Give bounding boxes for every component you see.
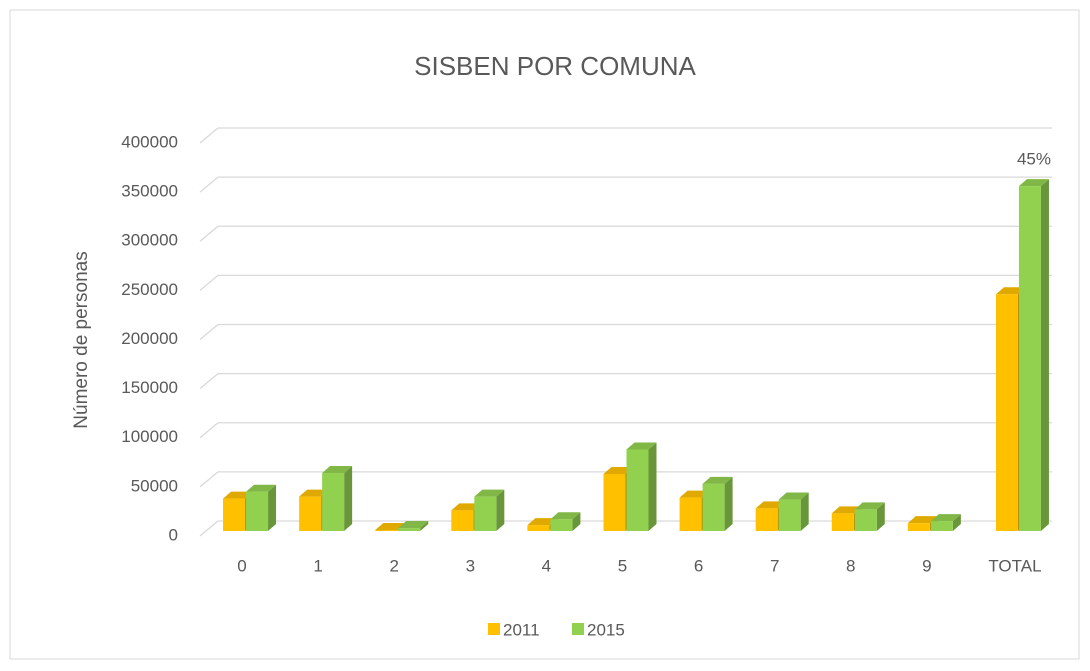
bar bbox=[451, 510, 474, 531]
bar bbox=[474, 496, 497, 531]
bar-top bbox=[778, 492, 809, 500]
bar bbox=[907, 523, 930, 531]
grid-line-stub bbox=[199, 324, 219, 340]
bar-top bbox=[626, 442, 657, 450]
bar bbox=[995, 294, 1018, 531]
legend-swatch bbox=[488, 623, 500, 635]
bar-top bbox=[474, 489, 505, 497]
bar-top bbox=[930, 514, 961, 522]
bar-top bbox=[831, 506, 862, 514]
bar bbox=[299, 496, 322, 531]
x-tick-label: 0 bbox=[237, 556, 246, 575]
chart-title: SISBEN POR COMUNA bbox=[414, 51, 696, 81]
bar bbox=[755, 508, 778, 531]
x-tick-label: 8 bbox=[846, 556, 855, 575]
bar-top bbox=[398, 521, 429, 529]
bar bbox=[375, 530, 398, 531]
legend-label: 2011 bbox=[503, 620, 540, 639]
y-tick-label: 300000 bbox=[121, 231, 178, 250]
bar-side bbox=[800, 492, 809, 531]
bar-top bbox=[1018, 179, 1049, 187]
bar-top bbox=[679, 490, 710, 498]
bar bbox=[223, 498, 246, 531]
bar-top bbox=[603, 467, 634, 475]
x-tick-label: 5 bbox=[618, 556, 627, 575]
bar-side bbox=[496, 489, 505, 531]
bar-top bbox=[246, 484, 277, 492]
bar-side bbox=[268, 484, 277, 531]
grid-line-stub bbox=[199, 373, 219, 390]
bar bbox=[831, 513, 854, 531]
bar bbox=[679, 497, 702, 531]
legend-label: 2015 bbox=[587, 620, 625, 639]
grid-line-stub bbox=[199, 422, 219, 439]
y-tick-label: 400000 bbox=[121, 132, 178, 151]
grid-line-stub bbox=[199, 274, 219, 291]
bar-side bbox=[1040, 179, 1049, 531]
bar-top bbox=[451, 503, 482, 511]
bar-top bbox=[995, 287, 1026, 295]
bar bbox=[1018, 186, 1041, 531]
bar-side bbox=[876, 502, 885, 531]
x-tick-label: 7 bbox=[770, 556, 779, 575]
bar bbox=[626, 449, 649, 531]
bar-side bbox=[724, 476, 733, 531]
bar-side bbox=[648, 442, 657, 531]
chart-frame bbox=[9, 9, 1080, 660]
bar bbox=[778, 499, 801, 531]
grid-line-stub bbox=[199, 225, 219, 242]
bar-top bbox=[702, 476, 733, 484]
bar-top bbox=[322, 466, 353, 474]
bar-side bbox=[420, 521, 429, 531]
bar-top bbox=[223, 491, 254, 499]
grid-line-stub bbox=[199, 176, 219, 193]
grid-line-stub bbox=[199, 471, 219, 488]
y-tick-label: 0 bbox=[169, 525, 178, 544]
bar-top bbox=[527, 518, 558, 526]
legend-swatch bbox=[572, 623, 584, 635]
x-tick-label: 6 bbox=[694, 556, 703, 575]
bar bbox=[550, 519, 573, 531]
x-tick-label: 1 bbox=[313, 556, 322, 575]
bar bbox=[854, 509, 877, 531]
grid-line-stub bbox=[199, 520, 219, 537]
bar bbox=[603, 474, 626, 531]
y-tick-label: 150000 bbox=[121, 378, 178, 397]
bar-top bbox=[755, 501, 786, 509]
bar-side bbox=[344, 466, 353, 531]
bar bbox=[322, 473, 345, 531]
x-tick-label: 4 bbox=[542, 556, 551, 575]
y-tick-label: 350000 bbox=[121, 182, 178, 201]
bar bbox=[930, 521, 953, 531]
bar-top bbox=[550, 512, 581, 520]
x-tick-label: TOTAL bbox=[988, 556, 1041, 575]
bar-side bbox=[952, 514, 961, 531]
x-tick-label: 9 bbox=[922, 556, 931, 575]
bar-top bbox=[907, 516, 938, 524]
grid-line-stub bbox=[199, 127, 219, 144]
bar-top bbox=[375, 523, 406, 531]
data-annotation: 45% bbox=[1017, 150, 1051, 169]
x-tick-label: 2 bbox=[389, 556, 398, 575]
bar bbox=[246, 491, 269, 531]
bar bbox=[702, 483, 725, 531]
bar bbox=[398, 528, 421, 531]
y-tick-label: 200000 bbox=[121, 329, 178, 348]
bar-top bbox=[299, 489, 330, 497]
x-tick-label: 3 bbox=[466, 556, 475, 575]
y-tick-label: 50000 bbox=[131, 476, 178, 495]
bar-side bbox=[572, 512, 581, 531]
y-tick-label: 100000 bbox=[121, 427, 178, 446]
bar bbox=[527, 525, 550, 531]
y-axis-label: Número de personas bbox=[71, 251, 92, 428]
bar-top bbox=[854, 502, 885, 510]
y-tick-label: 250000 bbox=[121, 280, 178, 299]
